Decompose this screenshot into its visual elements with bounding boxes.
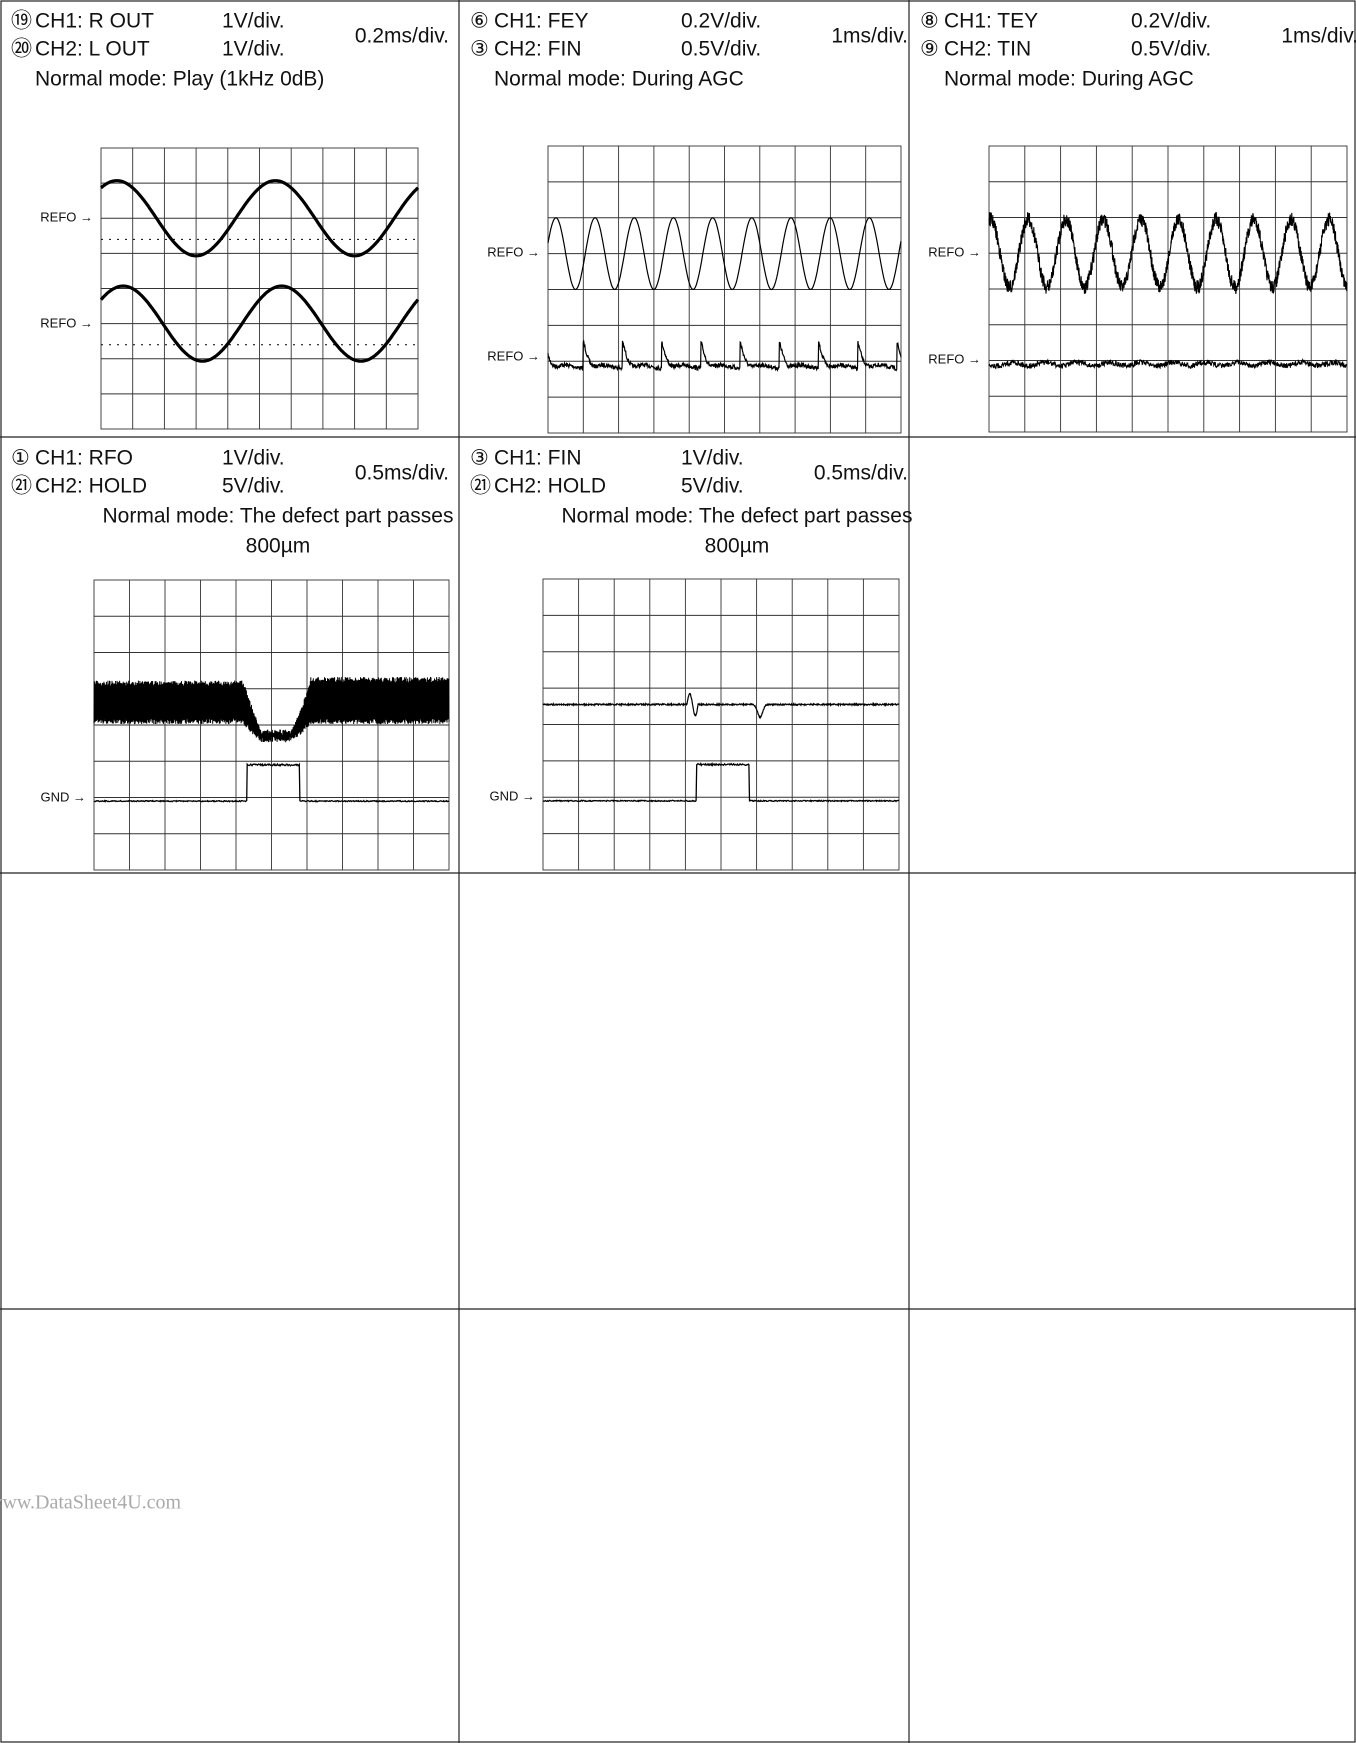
reference-label: GND → xyxy=(490,788,536,803)
channel-marker: ⑲ xyxy=(11,10,32,33)
channel-marker: ① xyxy=(11,447,30,470)
timebase: 1ms/div. xyxy=(1281,25,1356,48)
channel-scale: 1V/div. xyxy=(681,447,744,470)
channel-scale: 0.5V/div. xyxy=(681,38,761,61)
channel-scale: 1V/div. xyxy=(222,10,285,33)
timebase: 1ms/div. xyxy=(831,25,908,48)
channel-marker: ㉑ xyxy=(11,475,32,498)
channel-name: CH2: HOLD xyxy=(35,475,147,498)
channel-name: CH1: TEY xyxy=(944,10,1038,33)
watermark: www.DataSheet4U.com xyxy=(0,1492,182,1514)
channel-marker: ㉑ xyxy=(470,475,491,498)
channel-scale: 5V/div. xyxy=(681,475,744,498)
reference-label: REFO → xyxy=(487,348,540,363)
channel-marker: ③ xyxy=(470,447,489,470)
channel-marker: ③ xyxy=(470,38,489,61)
timebase: 0.5ms/div. xyxy=(814,462,908,485)
channel-scale: 1V/div. xyxy=(222,447,285,470)
timebase: 0.5ms/div. xyxy=(355,462,449,485)
channel-scale: 0.5V/div. xyxy=(1131,38,1211,61)
channel-marker: ⑳ xyxy=(11,38,32,61)
datasheet-page: www.DataSheet4U.com ⑲CH1: R OUT1V/div.⑳C… xyxy=(0,0,1356,1743)
reference-label: GND → xyxy=(41,789,87,804)
channel-name: CH2: HOLD xyxy=(494,475,606,498)
graticule xyxy=(101,148,418,429)
graticule xyxy=(94,580,449,870)
channel-name: CH1: FIN xyxy=(494,447,582,470)
channel-name: CH2: FIN xyxy=(494,38,582,61)
reference-label: REFO → xyxy=(928,244,981,259)
channel-name: CH1: FEY xyxy=(494,10,589,33)
channel-name: CH1: R OUT xyxy=(35,10,154,33)
mode-text: 800µm xyxy=(705,535,770,558)
channel-name: CH1: RFO xyxy=(35,447,133,470)
graticule xyxy=(548,146,901,433)
mode-text: 800µm xyxy=(246,535,311,558)
mode-text: Normal mode: During AGC xyxy=(494,68,744,91)
channel-marker: ⑨ xyxy=(920,38,939,61)
channel-scale: 1V/div. xyxy=(222,38,285,61)
reference-label: REFO → xyxy=(40,209,93,224)
channel-marker: ⑥ xyxy=(470,10,489,33)
channel-scale: 0.2V/div. xyxy=(681,10,761,33)
channel-marker: ⑧ xyxy=(920,10,939,33)
channel-scale: 0.2V/div. xyxy=(1131,10,1211,33)
channel-name: CH2: L OUT xyxy=(35,38,150,61)
reference-label: REFO → xyxy=(487,244,540,259)
mode-text: Normal mode: Play (1kHz 0dB) xyxy=(35,68,324,91)
mode-text: Normal mode: The defect part passes xyxy=(562,505,913,528)
mode-text: Normal mode: The defect part passes xyxy=(103,505,454,528)
channel-name: CH2: TIN xyxy=(944,38,1031,61)
mode-text: Normal mode: During AGC xyxy=(944,68,1194,91)
page: {"panels": [ {"ch1": {"marker": "⑲", "na… xyxy=(0,0,1356,1743)
channel-scale: 5V/div. xyxy=(222,475,285,498)
reference-label: REFO → xyxy=(928,351,981,366)
table-grid xyxy=(0,0,1356,1743)
reference-label: REFO → xyxy=(40,315,93,330)
graticule xyxy=(989,146,1347,432)
graticule xyxy=(543,579,899,870)
timebase: 0.2ms/div. xyxy=(355,25,449,48)
